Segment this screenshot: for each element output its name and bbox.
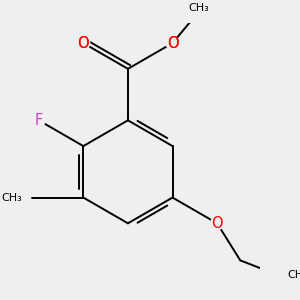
Circle shape [32,114,45,127]
Circle shape [211,217,224,230]
Text: F: F [34,113,43,128]
Circle shape [166,37,179,50]
Text: O: O [211,216,223,231]
Text: O: O [167,36,178,51]
Circle shape [77,37,90,50]
Text: O: O [167,36,178,51]
Text: O: O [77,36,89,51]
Text: CH₃: CH₃ [1,193,22,202]
Text: O: O [77,36,89,51]
Text: CH₃: CH₃ [188,3,208,13]
Text: CH₃: CH₃ [287,270,300,280]
